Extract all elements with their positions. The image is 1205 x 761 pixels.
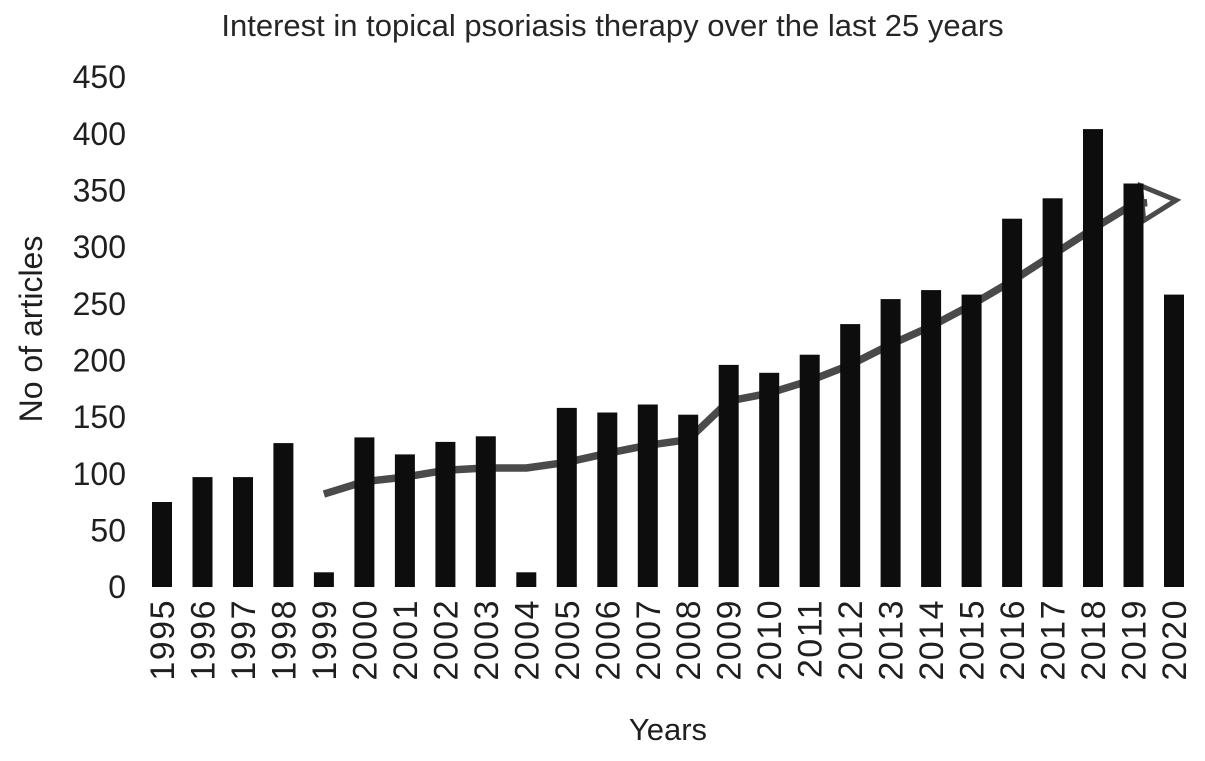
- bar-2018: [1083, 129, 1103, 587]
- y-tick-label-250: 250: [73, 286, 126, 322]
- x-tick-label-1999: 1999: [306, 599, 344, 681]
- x-tick-label-2005: 2005: [549, 599, 587, 681]
- bar-2014: [921, 290, 942, 587]
- x-tick-label-2010: 2010: [751, 599, 789, 681]
- bar-2015: [961, 294, 982, 587]
- bar-1999: [313, 572, 334, 587]
- x-tick-label-2016: 2016: [994, 599, 1032, 681]
- x-tick-label-2000: 2000: [346, 599, 384, 681]
- x-tick-label-2019: 2019: [1116, 599, 1154, 681]
- bar-2001: [394, 454, 415, 587]
- x-tick-label-2009: 2009: [711, 599, 749, 681]
- x-tick-label-2020: 2020: [1156, 599, 1194, 681]
- x-tick-label-2018: 2018: [1075, 599, 1113, 681]
- bar-2016: [1002, 218, 1023, 587]
- bar-2005: [556, 407, 577, 587]
- x-tick-label-2007: 2007: [630, 599, 668, 681]
- x-tick-label-2008: 2008: [670, 599, 708, 681]
- y-tick-label-100: 100: [73, 456, 126, 492]
- y-tick-label-0: 0: [108, 569, 126, 605]
- bar-2008: [678, 414, 699, 587]
- y-tick-label-400: 400: [73, 116, 126, 152]
- bar-2003: [475, 436, 496, 587]
- x-tick-label-1996: 1996: [185, 599, 223, 681]
- bar-2009: [718, 364, 739, 587]
- x-tick-label-2003: 2003: [468, 599, 506, 681]
- bar-2002: [435, 441, 456, 587]
- x-tick-label-2014: 2014: [913, 599, 951, 681]
- bar-2004: [516, 572, 537, 587]
- y-tick-label-450: 450: [73, 59, 126, 95]
- x-tick-label-2015: 2015: [954, 599, 992, 681]
- chart-title: Interest in topical psoriasis therapy ov…: [221, 8, 1004, 43]
- y-axis-tick-labels: 0 50 100 150 200 250 300 350 400 450: [73, 59, 126, 605]
- x-tick-label-2002: 2002: [427, 599, 465, 681]
- y-tick-label-350: 350: [73, 173, 126, 209]
- bar-1995: [152, 502, 172, 587]
- bar-1998: [273, 443, 294, 587]
- x-tick-label-2017: 2017: [1035, 599, 1073, 681]
- x-tick-label-2001: 2001: [387, 599, 425, 681]
- x-tick-label-2006: 2006: [589, 599, 627, 681]
- y-tick-label-50: 50: [90, 513, 126, 549]
- y-tick-label-300: 300: [73, 229, 126, 265]
- x-tick-label-2004: 2004: [508, 599, 546, 681]
- x-axis-title: Years: [628, 712, 708, 747]
- bar-2012: [840, 324, 861, 587]
- x-tick-label-2012: 2012: [832, 599, 870, 681]
- x-axis-tick-labels: 1995 1996 1997 1998 1999 2000 2001 2002 2003 2004…: [144, 599, 1194, 681]
- trend-line: [322, 198, 1148, 498]
- y-tick-label-200: 200: [73, 343, 126, 379]
- y-tick-label-150: 150: [73, 399, 126, 435]
- bar-2013: [880, 299, 901, 587]
- x-tick-label-2013: 2013: [873, 599, 911, 681]
- bar-2019: [1123, 183, 1144, 587]
- x-tick-label-1997: 1997: [225, 599, 263, 681]
- bars-group: [152, 129, 1184, 588]
- x-tick-label-1995: 1995: [144, 599, 182, 681]
- bar-2017: [1042, 198, 1063, 588]
- bar-2010: [759, 372, 780, 587]
- bar-2007: [637, 404, 658, 587]
- bar-1996: [192, 477, 213, 587]
- x-tick-label-2011: 2011: [792, 599, 830, 678]
- bar-2006: [597, 412, 618, 587]
- x-tick-label-1998: 1998: [265, 599, 303, 681]
- bar-2011: [799, 354, 820, 587]
- bar-2020: [1164, 294, 1184, 587]
- bar-1997: [233, 477, 253, 587]
- bar-2000: [354, 437, 375, 587]
